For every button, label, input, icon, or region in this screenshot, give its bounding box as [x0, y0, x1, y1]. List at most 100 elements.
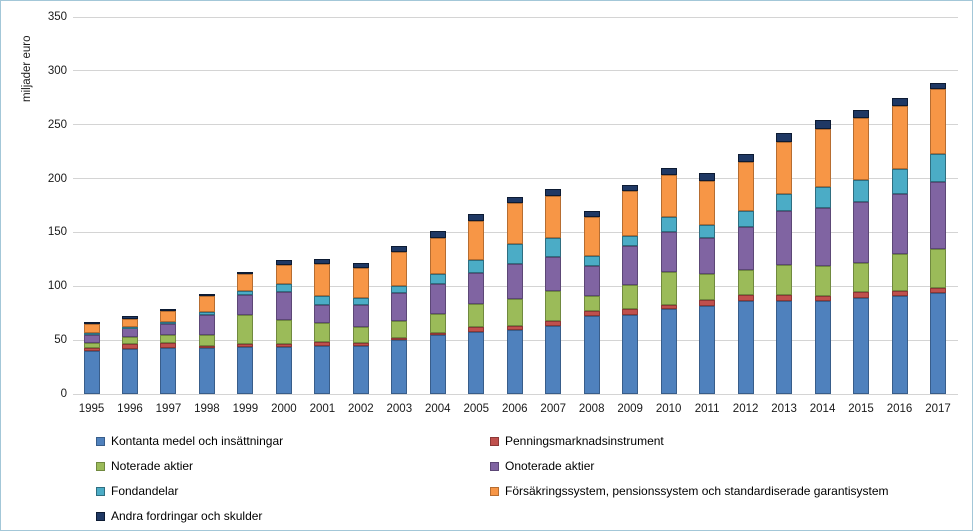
- bar-segment: [468, 303, 485, 328]
- bar-segment: [929, 181, 946, 249]
- bar-segment: [506, 263, 523, 300]
- bar-segment: [506, 299, 523, 327]
- bar-segment: [622, 315, 639, 394]
- x-axis-tick-label: 1998: [194, 403, 220, 415]
- bar-segment: [275, 260, 292, 265]
- bar-segment: [429, 274, 446, 285]
- bar-segment: [929, 248, 946, 289]
- bar-segment: [737, 227, 754, 271]
- gridline: [73, 16, 958, 18]
- bar-segment: [391, 251, 408, 287]
- bar-segment: [237, 294, 254, 316]
- bar-segment: [121, 327, 138, 330]
- bar-segment: [314, 342, 331, 346]
- x-axis-tick-label: 2010: [655, 403, 682, 415]
- y-axis-tick-label: 100: [47, 280, 67, 293]
- bar-segment: [506, 196, 523, 204]
- bar-segment: [699, 173, 716, 181]
- x-axis-tick-label: 2008: [578, 403, 605, 415]
- bar-segment: [929, 153, 946, 182]
- bar-segment: [275, 291, 292, 320]
- legend-item: Fondandelar: [96, 483, 178, 499]
- bar-segment: [352, 298, 369, 305]
- bar-segment: [83, 332, 100, 335]
- bar-segment: [737, 270, 754, 295]
- bar-segment: [352, 345, 369, 394]
- bar-segment: [853, 179, 870, 203]
- bar-segment: [160, 323, 177, 335]
- bar-segment: [160, 343, 177, 348]
- bar-segment: [429, 334, 446, 394]
- bar-segment: [468, 260, 485, 274]
- bar-segment: [468, 327, 485, 332]
- bar-segment: [776, 264, 793, 295]
- bar-segment: [583, 295, 600, 312]
- legend-swatch-icon: [96, 486, 105, 496]
- bar-segment: [198, 295, 215, 313]
- bar-segment: [737, 210, 754, 228]
- x-axis-tick-label: 2002: [348, 403, 374, 415]
- bar-segment: [121, 344, 138, 349]
- bar-segment: [121, 318, 138, 328]
- bar-segment: [853, 118, 870, 180]
- bar-segment: [275, 346, 292, 394]
- legend-item-label: Kontanta medel och insättningar: [111, 434, 284, 448]
- bar-segment: [160, 347, 177, 394]
- bar-segment: [160, 311, 177, 322]
- bar-segment: [814, 301, 831, 394]
- legend-item-label: Noterade aktier: [111, 459, 194, 473]
- bar-segment: [237, 272, 254, 275]
- y-axis-tick-label: 200: [47, 172, 67, 185]
- bar-segment: [853, 202, 870, 263]
- bar-segment: [198, 293, 215, 296]
- bar-segment: [929, 292, 946, 394]
- x-axis-tick-label: 2005: [463, 403, 490, 415]
- bar-segment: [198, 315, 215, 335]
- legend-item: Noterade aktier: [96, 458, 193, 474]
- y-axis-tick-label: 0: [60, 388, 67, 400]
- bar-segment: [891, 290, 908, 296]
- x-axis-tick-label: 2000: [271, 403, 297, 415]
- x-axis-tick-label: 2003: [386, 403, 413, 415]
- bar-segment: [583, 256, 600, 266]
- bar-segment: [776, 294, 793, 302]
- bar-segment: [814, 207, 831, 266]
- x-axis-tick-label: 1997: [155, 403, 182, 415]
- bar-segment: [737, 294, 754, 302]
- bar-segment: [776, 301, 793, 394]
- x-axis-tick-label: 1999: [232, 403, 259, 415]
- bar-segment: [583, 265, 600, 296]
- legend-swatch-icon: [490, 461, 499, 471]
- bar-segment: [583, 210, 600, 218]
- bar-segment: [160, 308, 177, 312]
- bar-segment: [506, 326, 523, 331]
- bar-segment: [699, 300, 716, 306]
- bar-segment: [506, 330, 523, 394]
- bar-segment: [352, 304, 369, 328]
- x-axis-tick-label: 2017: [925, 403, 951, 415]
- bar-segment: [853, 291, 870, 299]
- x-axis-tick-label: 2009: [617, 403, 643, 415]
- bar-segment: [699, 237, 716, 275]
- bar-segment: [814, 265, 831, 296]
- bar-segment: [198, 345, 215, 348]
- x-axis-tick-label: 2001: [309, 403, 336, 415]
- bar-segment: [929, 288, 946, 293]
- bar-segment: [275, 264, 292, 285]
- bar-segment: [737, 301, 754, 394]
- bar-segment: [891, 97, 908, 107]
- bar-segment: [776, 141, 793, 194]
- bar-segment: [352, 262, 369, 268]
- bar-segment: [352, 267, 369, 299]
- bar-segment: [660, 272, 677, 305]
- legend-item: Kontanta medel och insättningar: [96, 433, 283, 449]
- bar-segment: [583, 311, 600, 317]
- bar-segment: [198, 312, 215, 316]
- x-axis-tick-label: 2007: [540, 403, 567, 415]
- bar-segment: [545, 320, 562, 327]
- bar-segment: [853, 109, 870, 119]
- legend-item-label: Fondandelar: [111, 484, 179, 498]
- bar-segment: [699, 224, 716, 238]
- x-axis-tick-label: 2014: [809, 403, 836, 415]
- y-axis-tick-label: 300: [47, 64, 67, 77]
